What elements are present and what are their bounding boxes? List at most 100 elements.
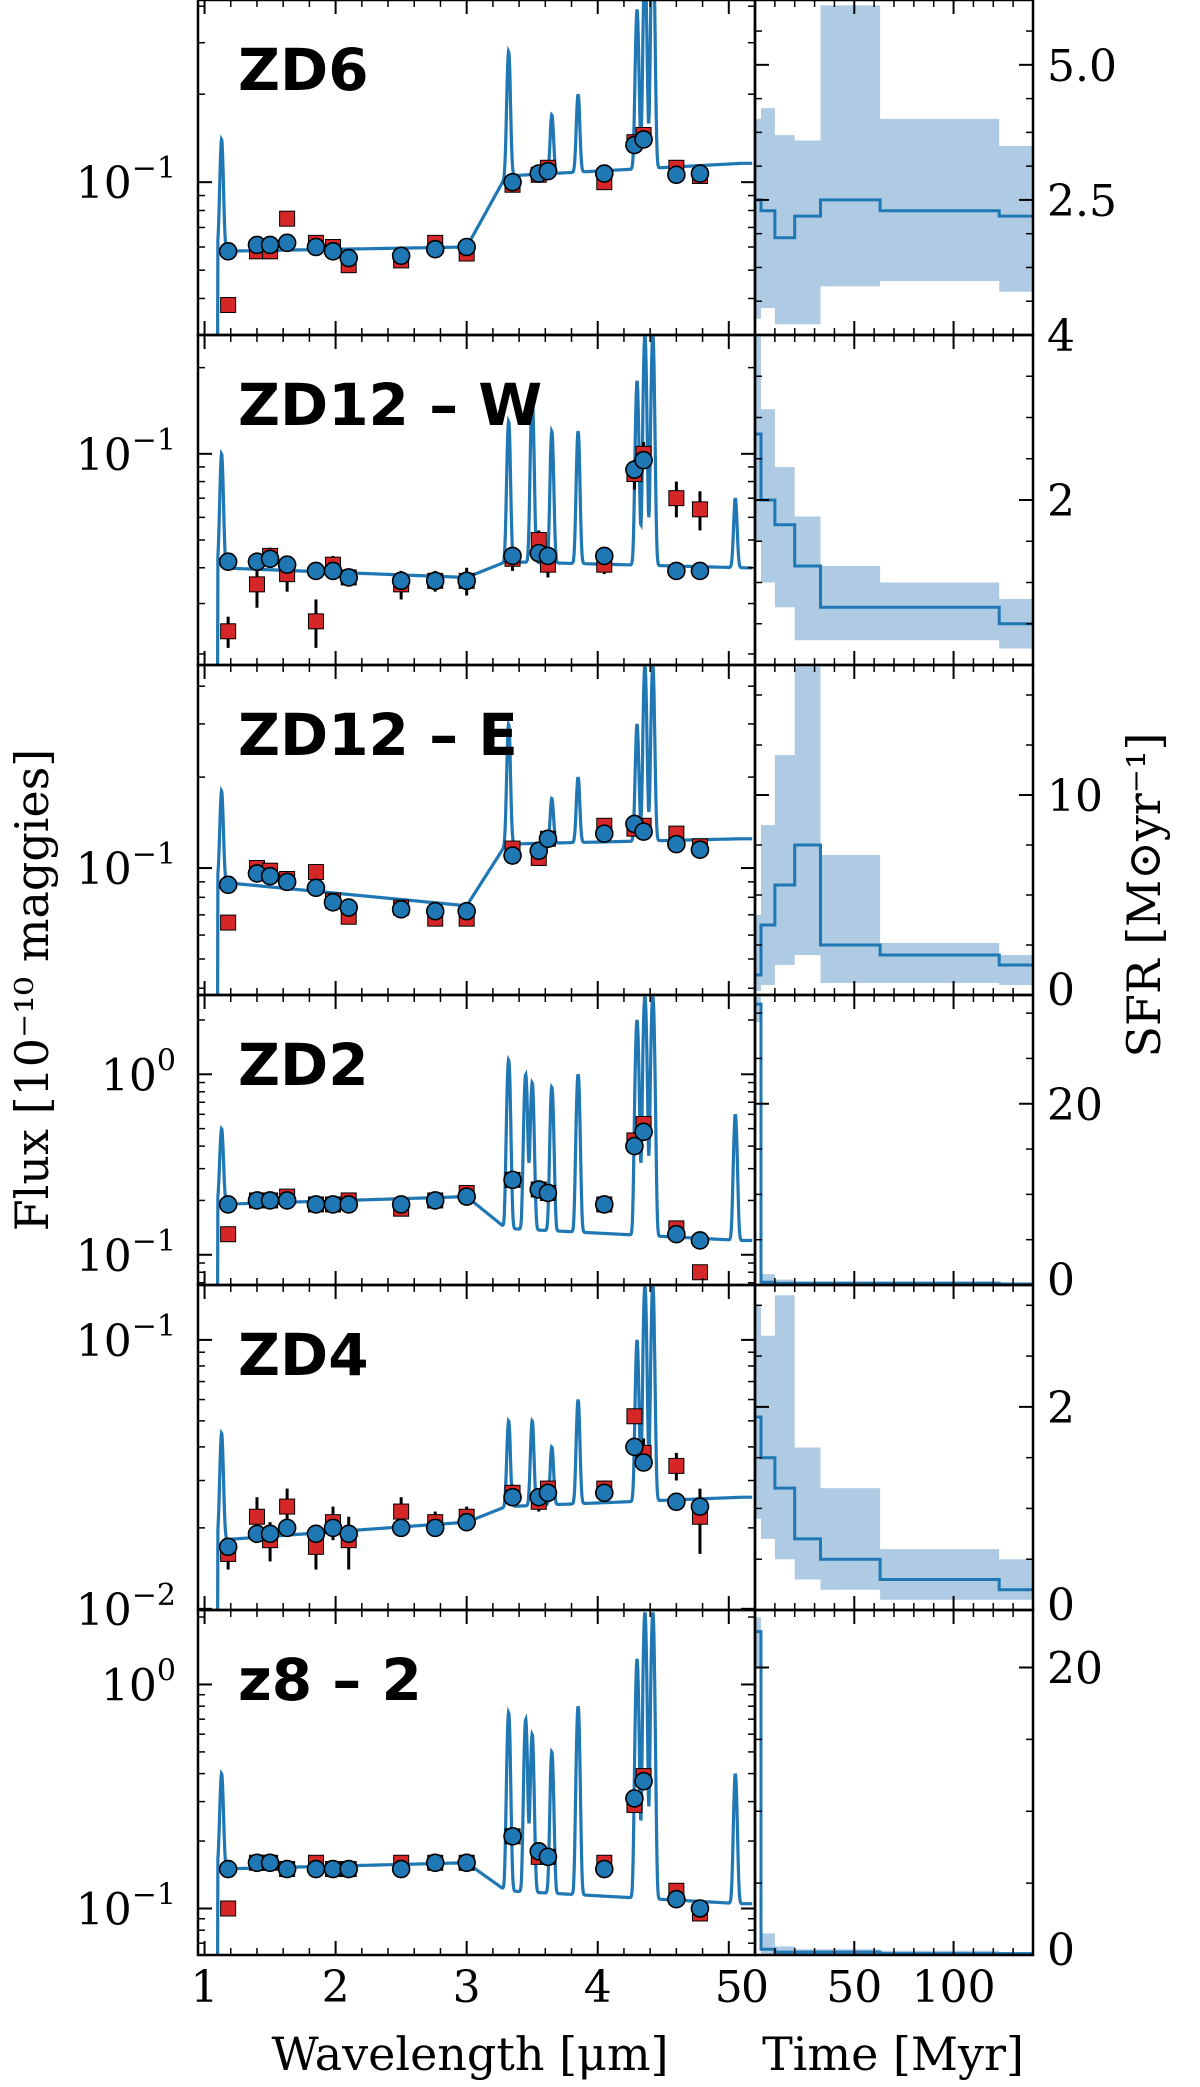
model-point <box>391 1518 411 1538</box>
x-tick-label-time: 50 <box>826 1962 882 2013</box>
panel-2: 10−1 2 4 ZD12 – W <box>76 311 1075 667</box>
panel-label: ZD2 <box>238 1031 369 1099</box>
model-point <box>690 1497 710 1516</box>
model-point <box>538 829 558 849</box>
panel-label: z8 – 2 <box>238 1646 422 1714</box>
sed-model-line <box>216 335 753 665</box>
flux-tick-label: 100 <box>101 1653 176 1711</box>
model-point <box>277 1859 297 1879</box>
sfh-band <box>755 1295 1033 1600</box>
model-point <box>306 237 326 257</box>
model-point <box>594 1483 614 1503</box>
obs-point <box>220 1226 237 1243</box>
model-point <box>391 1859 411 1879</box>
model-point <box>260 1853 280 1873</box>
model-point <box>339 898 359 917</box>
model-point <box>594 824 614 843</box>
sfr-tick-label: 5.0 <box>1047 41 1117 92</box>
sed-model-line <box>216 1285 753 1610</box>
sfh-median-line <box>755 843 1033 977</box>
model-point <box>277 1518 297 1538</box>
model-point <box>323 1195 343 1214</box>
model-point <box>323 893 343 912</box>
sfr-tick-label: 10 <box>1047 771 1103 822</box>
model-point <box>503 1170 522 1190</box>
model-point <box>425 901 445 921</box>
flux-tick-label: 10−1 <box>76 1224 176 1282</box>
sfh-median-line <box>755 198 1033 240</box>
model-point <box>457 1853 476 1873</box>
model-point <box>690 1231 710 1250</box>
obs-point <box>307 864 324 881</box>
model-point <box>503 1487 522 1507</box>
flux-tick-label: 10−1 <box>76 837 176 895</box>
model-point <box>306 1524 326 1544</box>
model-point <box>306 1859 326 1879</box>
obs-point <box>248 576 265 593</box>
y-axis-label-sfr: SFR [M⊙yr⁻¹] <box>1117 733 1171 1058</box>
model-point <box>457 901 476 921</box>
sed-model-line <box>216 665 753 995</box>
obs-point <box>691 1264 708 1281</box>
model-point <box>457 237 476 257</box>
model-point <box>218 242 238 261</box>
sfh-median-line <box>755 1002 1033 1285</box>
model-point <box>667 561 686 581</box>
x-tick-label-wavelength: 4 <box>584 1962 612 2013</box>
model-point <box>667 165 686 185</box>
model-point <box>323 561 343 581</box>
model-point <box>634 130 653 149</box>
panel-3: 10−1 0 10 ZD12 – E <box>76 663 1103 1016</box>
obs-point <box>279 210 296 227</box>
x-tick-label-wavelength: 3 <box>453 1962 481 2013</box>
obs-point <box>668 490 685 507</box>
model-point <box>538 1183 558 1203</box>
obs-point <box>393 1503 410 1520</box>
model-point <box>391 1195 411 1214</box>
sfr-tick-label: 20 <box>1047 1644 1103 1695</box>
model-point <box>425 1191 445 1210</box>
obs-point <box>220 1900 237 1917</box>
model-point <box>667 1889 686 1909</box>
sfr-tick-label: 0 <box>1047 1925 1075 1976</box>
model-point <box>594 1859 614 1879</box>
flux-tick-label: 10−1 <box>76 151 176 209</box>
sfr-tick-label: 0 <box>1047 965 1075 1016</box>
sfr-tick-label: 20 <box>1047 1080 1103 1131</box>
flux-tick-label: 100 <box>101 1043 176 1101</box>
model-point <box>339 1524 359 1544</box>
model-point <box>457 1512 476 1532</box>
model-point <box>218 875 238 895</box>
x-tick-label-time: 0 <box>741 1962 769 2013</box>
model-point <box>306 1195 326 1214</box>
model-point <box>667 834 686 854</box>
panel-5: 10−1 10−2 0 2 ZD4 <box>76 1283 1075 1636</box>
model-point <box>667 1492 686 1512</box>
model-point <box>218 1859 238 1879</box>
sfh-band <box>755 5 1033 325</box>
model-point <box>339 568 359 587</box>
model-point <box>323 242 343 261</box>
model-point <box>690 1899 710 1918</box>
model-point <box>339 248 359 268</box>
sfh-band <box>755 335 1033 649</box>
obs-point <box>220 296 237 313</box>
model-point <box>306 561 326 581</box>
model-point <box>339 1195 359 1214</box>
x-tick-label-wavelength: 1 <box>191 1962 219 2013</box>
sfh-band <box>755 995 1033 1285</box>
model-point <box>323 1859 343 1879</box>
obs-point <box>626 1408 643 1425</box>
model-point <box>425 1853 445 1873</box>
model-point <box>625 1789 644 1808</box>
model-point <box>690 561 710 581</box>
sfh-median-line <box>755 1415 1033 1592</box>
model-point <box>425 571 445 591</box>
model-point <box>306 878 326 898</box>
sed-model-line <box>216 0 753 335</box>
x-tick-label-wavelength: 2 <box>322 1962 350 2013</box>
model-point <box>634 1122 653 1142</box>
model-point <box>625 1136 644 1156</box>
y-axis-label-flux: Flux [10⁻¹⁰ maggies] <box>5 749 59 1232</box>
